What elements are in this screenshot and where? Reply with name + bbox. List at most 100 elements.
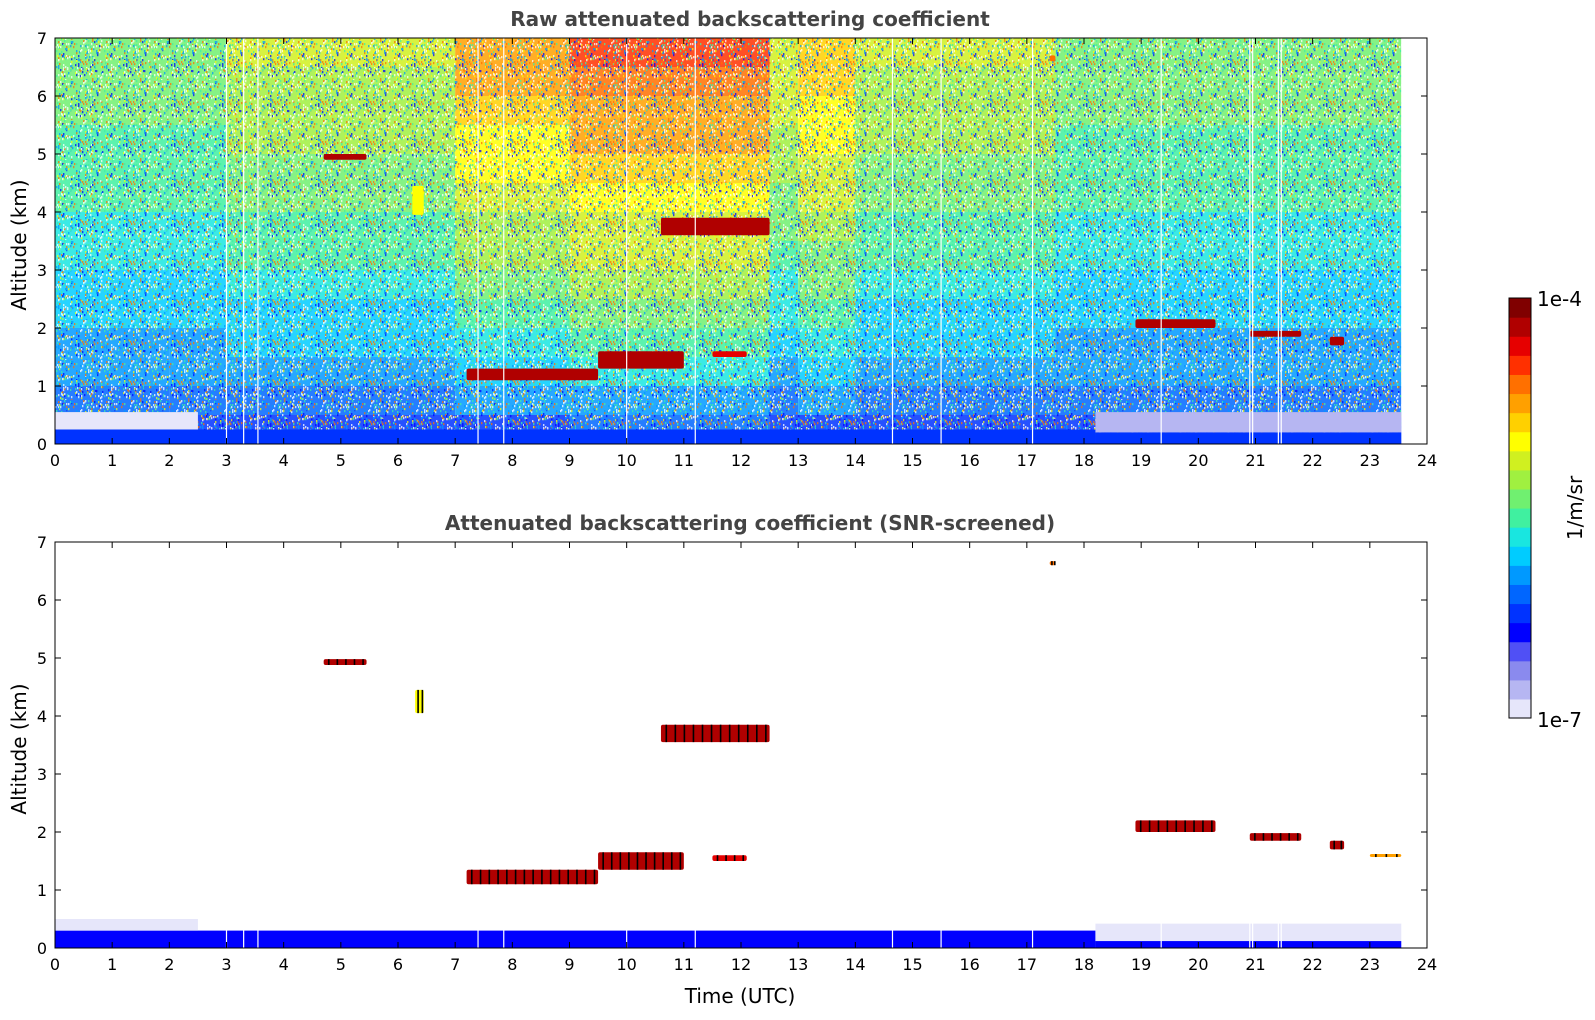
raw-cloud-layer <box>1329 336 1345 346</box>
snr-cloud-streak <box>1184 820 1186 832</box>
colorbar-band <box>1509 393 1531 414</box>
colorbar-frame <box>1508 297 1532 719</box>
snr-cloud-streak <box>1157 820 1160 832</box>
snr-boundary-layer <box>55 930 1096 948</box>
colorbar-band <box>1509 527 1531 547</box>
snr-cloud-streak <box>728 724 731 743</box>
snr-boundary-layer <box>1095 923 1402 942</box>
snr-cloud-streak <box>1051 561 1053 566</box>
raw-x-tick-label: 15 <box>902 451 922 470</box>
colorbar-band <box>1509 679 1531 700</box>
raw-cloud-layer <box>466 368 599 381</box>
snr-y-axis-label: Altitude (km) <box>7 683 31 814</box>
colorbar-gradient <box>1509 298 1531 719</box>
raw-panel-title: Raw attenuated backscattering coefficien… <box>510 7 990 31</box>
snr-x-tick-label: 13 <box>788 955 808 974</box>
snr-x-tick-label: 10 <box>616 955 636 974</box>
snr-cloud-streak <box>417 689 419 714</box>
snr-x-tick-label: 21 <box>1245 955 1265 974</box>
snr-cloud-streak <box>653 852 656 870</box>
snr-y-tick-label: 0 <box>37 939 47 958</box>
raw-noise-speckle <box>55 38 1402 444</box>
snr-cloud-streak <box>1139 820 1142 832</box>
snr-x-tick-label: 22 <box>1302 955 1322 974</box>
colorbar-band <box>1509 431 1531 452</box>
snr-y-tick-label: 7 <box>37 533 47 552</box>
snr-cloud-streak <box>1396 854 1398 858</box>
snr-cloud-streak <box>662 852 664 870</box>
snr-cloud-streak <box>1202 820 1204 832</box>
snr-x-tick-label: 4 <box>279 955 289 974</box>
snr-cloud-streak <box>1148 820 1151 832</box>
raw-x-tick-label: 9 <box>564 451 574 470</box>
raw-y-tick-label: 0 <box>37 435 47 454</box>
snr-x-tick-label: 6 <box>393 955 403 974</box>
snr-x-tick-label: 12 <box>731 955 751 974</box>
snr-x-tick-label: 11 <box>674 955 694 974</box>
colorbar-band <box>1509 584 1531 605</box>
snr-cloud-streak <box>514 869 517 885</box>
snr-cloud-streak <box>1211 820 1213 832</box>
snr-cloud-streak <box>645 852 647 870</box>
snr-x-tick-label: 5 <box>336 955 346 974</box>
raw-boundary-layer <box>55 412 198 430</box>
snr-y-tick-label: 6 <box>37 591 47 610</box>
snr-cloud-streak <box>733 855 736 861</box>
colorbar-band <box>1509 565 1531 585</box>
raw-x-tick-label: 14 <box>845 451 865 470</box>
raw-cloud-layer <box>1249 330 1302 337</box>
snr-x-tick-label: 9 <box>564 955 574 974</box>
snr-cloud-streak <box>628 852 630 870</box>
raw-cloud-layer <box>712 351 747 357</box>
snr-cloud-streak <box>1175 820 1178 832</box>
snr-cloud-streak <box>345 659 347 665</box>
snr-x-tick-label: 3 <box>221 955 231 974</box>
snr-cloud-streak <box>1288 833 1290 841</box>
snr-cloud-streak <box>1385 854 1388 858</box>
raw-no-data-region <box>1401 38 1427 444</box>
snr-cloud-streak <box>1271 833 1273 841</box>
colorbar-unit-label: 1/m/sr <box>1563 475 1587 540</box>
snr-cloud-streak <box>1053 561 1056 566</box>
snr-x-tick-label: 19 <box>1131 955 1151 974</box>
colorbar-band <box>1509 336 1531 356</box>
snr-boundary-layer <box>55 919 198 931</box>
snr-cloud-streak <box>558 869 561 885</box>
snr-cloud-streak <box>479 869 482 885</box>
snr-cloud-streak <box>701 724 704 743</box>
raw-x-tick-label: 10 <box>616 451 636 470</box>
raw-x-tick-label: 11 <box>674 451 694 470</box>
snr-cloud-streak <box>683 724 686 743</box>
raw-x-tick-label: 17 <box>1017 451 1037 470</box>
colorbar-band <box>1509 488 1531 509</box>
snr-cloud-streak <box>567 869 570 885</box>
colorbar-band <box>1509 641 1531 662</box>
colorbar-band <box>1509 374 1531 395</box>
raw-y-tick-label: 5 <box>37 145 47 164</box>
snr-cloud-streak <box>619 852 622 870</box>
snr-x-tick-label: 23 <box>1360 955 1380 974</box>
raw-boundary-layer <box>1095 432 1402 444</box>
snr-cloud-streak <box>497 869 499 885</box>
snr-cloud-streak <box>336 659 339 665</box>
snr-cloud-streak <box>584 869 587 885</box>
snr-cloud-streak <box>710 724 713 743</box>
raw-cloud-layer <box>598 351 684 369</box>
snr-cloud-streak <box>636 852 639 870</box>
raw-y-tick-label: 7 <box>37 29 47 48</box>
colorbar-band <box>1509 317 1531 337</box>
snr-cloud-streak <box>674 724 677 743</box>
snr-cloud-streak <box>1333 840 1335 850</box>
snr-cloud-streak <box>362 659 364 665</box>
raw-y-tick-label: 1 <box>37 377 47 396</box>
time-axis-label: Time (UTC) <box>684 984 796 1008</box>
raw-x-tick-label: 7 <box>450 451 460 470</box>
raw-x-tick-label: 13 <box>788 451 808 470</box>
raw-y-tick-label: 2 <box>37 319 47 338</box>
snr-cloud-streak <box>1296 833 1299 841</box>
raw-x-tick-label: 20 <box>1188 451 1208 470</box>
snr-cloud-streak <box>421 689 424 714</box>
snr-cloud-streak <box>679 852 682 870</box>
snr-y-tick-label: 1 <box>37 881 47 900</box>
snr-cloud-streak <box>746 724 749 743</box>
